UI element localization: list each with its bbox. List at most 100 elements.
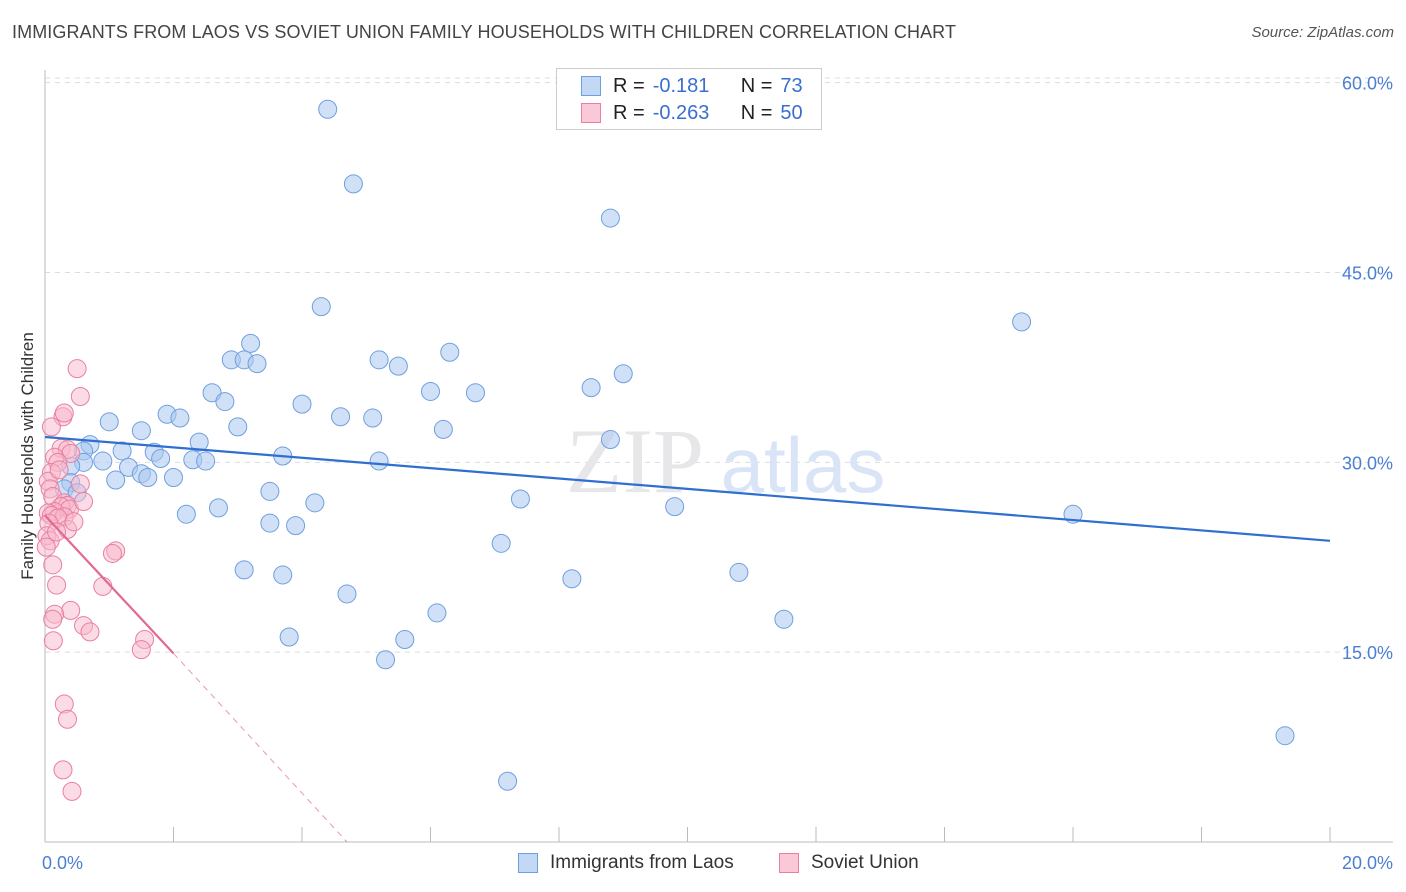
- legend-r-value: -0.181: [652, 74, 710, 97]
- watermark-atlas: atlas: [721, 421, 886, 509]
- legend-r-value: -0.263: [652, 101, 710, 124]
- series-legend-laos[interactable]: Immigrants from Laos: [518, 852, 734, 874]
- laos-point: [260, 513, 280, 533]
- laos-point: [665, 497, 685, 517]
- laos-point: [562, 569, 582, 589]
- soviet-point: [67, 359, 87, 379]
- soviet-point: [61, 600, 81, 620]
- laos-trend-line: [44, 435, 1331, 542]
- soviet-point: [54, 403, 74, 423]
- laos-point: [600, 430, 620, 450]
- y-tick-label: 45.0%: [1342, 263, 1393, 283]
- laos-point: [331, 407, 351, 427]
- laos-point: [305, 493, 325, 513]
- laos-point: [99, 412, 119, 432]
- legend-n-label: N =: [740, 74, 773, 97]
- laos-point: [491, 533, 511, 553]
- soviet-point: [131, 640, 151, 660]
- watermark-zip: ZIP: [566, 410, 704, 512]
- legend-n-label: N =: [740, 101, 773, 124]
- soviet-point: [57, 709, 77, 729]
- soviet-point: [43, 631, 63, 651]
- laos-point: [1012, 312, 1032, 332]
- soviet-point: [70, 474, 90, 494]
- soviet-point: [43, 609, 63, 629]
- laos-point: [581, 378, 601, 398]
- soviet-point: [62, 781, 82, 801]
- soviet-point: [41, 417, 61, 437]
- soviet-point: [43, 555, 63, 575]
- legend-r-label: R =: [613, 74, 645, 97]
- laos-point: [196, 451, 216, 471]
- soviet-point: [74, 492, 94, 512]
- laos-point: [234, 560, 254, 580]
- laos-point: [395, 630, 415, 650]
- series-immigrants-from-laos: [54, 99, 1295, 791]
- soviet-point: [53, 760, 73, 780]
- soviet-point: [102, 543, 122, 563]
- soviet-trend-line: [44, 514, 175, 655]
- laos-point: [241, 333, 261, 353]
- laos-point: [369, 451, 389, 471]
- laos-point: [388, 356, 408, 376]
- soviet-point: [49, 460, 69, 480]
- laos-point: [189, 432, 209, 452]
- laos-point: [318, 99, 338, 119]
- laos-point: [433, 419, 453, 439]
- source-credit: Source: ZipAtlas.com: [1251, 24, 1394, 41]
- laos-point: [369, 350, 389, 370]
- legend-swatch-blue: [518, 853, 538, 873]
- series-legend-soviet[interactable]: Soviet Union: [779, 852, 919, 874]
- laos-point: [337, 584, 357, 604]
- soviet-point: [47, 522, 67, 542]
- legend-swatch-pink: [581, 103, 601, 123]
- legend-n-value: 73: [780, 74, 803, 97]
- laos-point: [421, 381, 440, 401]
- laos-point: [228, 417, 248, 437]
- soviet-trend-extension: [173, 653, 348, 843]
- correlation-legend: R = -0.181 N = 73 R = -0.263 N = 50: [556, 68, 822, 130]
- laos-point: [93, 451, 113, 471]
- laos-point: [138, 468, 158, 488]
- legend-swatch-blue: [581, 76, 601, 96]
- laos-point: [131, 421, 151, 441]
- laos-point: [260, 481, 280, 501]
- laos-point: [498, 771, 518, 791]
- y-tick-label: 15.0%: [1342, 643, 1393, 663]
- laos-point: [465, 383, 485, 403]
- laos-point: [613, 364, 633, 384]
- laos-point: [106, 470, 126, 490]
- series-legend-laos-label: Immigrants from Laos: [550, 852, 734, 873]
- x-tick-label: 0.0%: [42, 853, 83, 873]
- laos-point: [311, 297, 331, 317]
- legend-swatch-pink: [779, 853, 799, 873]
- laos-point: [176, 504, 196, 524]
- soviet-point: [47, 575, 67, 595]
- series-legend-soviet-label: Soviet Union: [811, 852, 919, 873]
- trend-lines: [44, 435, 1331, 843]
- legend-n-value: 50: [780, 101, 803, 124]
- legend-r-label: R =: [613, 101, 645, 124]
- laos-point: [729, 562, 749, 582]
- legend-row-soviet: R = -0.263 N = 50: [581, 101, 803, 125]
- laos-point: [343, 174, 363, 194]
- laos-point: [600, 208, 620, 228]
- x-tick-label: 20.0%: [1342, 853, 1393, 873]
- tick-labels: 15.0% 30.0% 45.0% 60.0% 0.0% 20.0%: [42, 74, 1393, 873]
- laos-point: [1275, 726, 1295, 746]
- y-tick-label: 30.0%: [1342, 453, 1393, 473]
- laos-point: [279, 627, 299, 647]
- soviet-point: [64, 512, 84, 532]
- laos-point: [427, 603, 447, 623]
- laos-point: [774, 609, 794, 629]
- laos-point: [112, 441, 132, 461]
- laos-point: [363, 408, 383, 428]
- chart-title: IMMIGRANTS FROM LAOS VS SOVIET UNION FAM…: [12, 22, 957, 42]
- laos-point: [292, 394, 312, 414]
- soviet-point: [70, 387, 90, 407]
- soviet-point: [80, 622, 100, 642]
- laos-point: [215, 392, 235, 412]
- soviet-point: [93, 576, 113, 596]
- axes: [44, 70, 1393, 843]
- laos-point: [440, 342, 460, 362]
